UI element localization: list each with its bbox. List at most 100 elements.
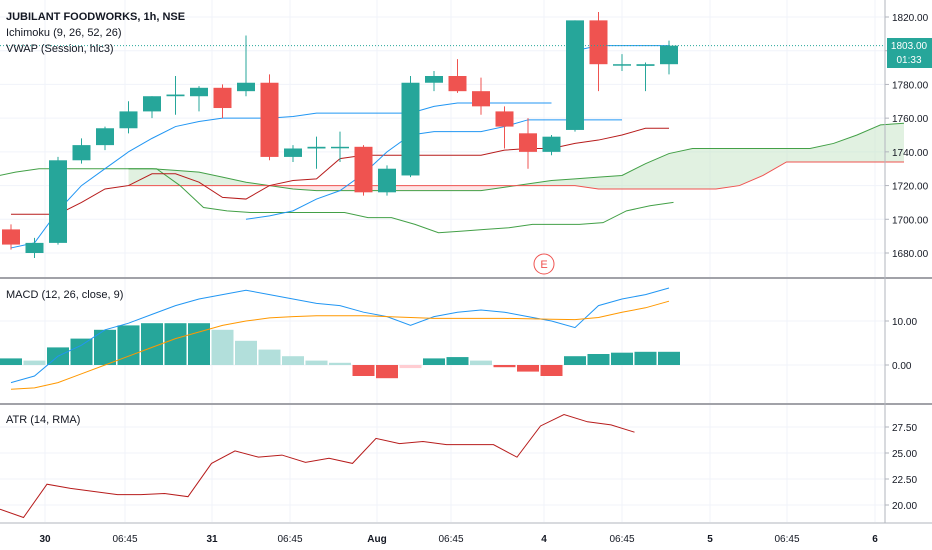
macd-line[interactable]: [10, 287, 670, 384]
tenkan-sen-line[interactable]: [245, 119, 622, 220]
last-price-value: 1803.00: [891, 41, 928, 52]
macd-histogram-bar[interactable]: [446, 357, 469, 365]
ichimoku-cloud-segment: [222, 177, 246, 186]
signal-line[interactable]: [10, 300, 670, 390]
macd-histogram-bar[interactable]: [658, 351, 680, 365]
candle[interactable]: [331, 146, 349, 149]
ichimoku-cloud-segment: [810, 143, 834, 162]
atr-legend[interactable]: ATR (14, RMA): [6, 414, 80, 426]
macd-histogram-bar[interactable]: [258, 349, 281, 365]
macd-histogram-bar[interactable]: [587, 354, 610, 365]
candle[interactable]: [566, 20, 584, 130]
macd-histogram-bar[interactable]: [540, 365, 563, 376]
macd-legend[interactable]: MACD (12, 26, close, 9): [6, 289, 123, 301]
candle[interactable]: [354, 146, 373, 193]
time-axis-label: 06:45: [277, 534, 302, 545]
symbol-title: JUBILANT FOODWORKS, 1h, NSE: [6, 11, 185, 23]
ichimoku-cloud-segment: [152, 168, 176, 186]
time-axis-label: 06:45: [609, 534, 634, 545]
candle[interactable]: [237, 82, 255, 92]
candle[interactable]: [660, 45, 678, 65]
macd-histogram-bar[interactable]: [211, 329, 234, 365]
ichimoku-cloud-segment: [739, 148, 763, 186]
candle[interactable]: [425, 76, 443, 83]
macd-histogram-bar[interactable]: [564, 356, 586, 365]
candle[interactable]: [589, 20, 608, 65]
macd-histogram-bar[interactable]: [117, 325, 140, 365]
price-axis-label: 1760.00: [892, 114, 929, 125]
time-axis-label: 30: [39, 534, 51, 545]
macd-histogram-bar[interactable]: [235, 340, 257, 365]
macd-histogram-bar[interactable]: [70, 338, 93, 365]
macd-histogram-bar[interactable]: [282, 356, 304, 365]
atr-axis-label: 25.00: [892, 449, 917, 460]
ichimoku-cloud-segment: [410, 185, 434, 191]
candle[interactable]: [448, 76, 467, 92]
macd-histogram-bar[interactable]: [352, 365, 375, 376]
macd-histogram-bar[interactable]: [94, 329, 116, 365]
ichimoku-cloud-segment: [598, 175, 622, 189]
macd-histogram-bar[interactable]: [611, 352, 633, 365]
candle[interactable]: [166, 94, 185, 97]
candle[interactable]: [2, 229, 20, 245]
candle[interactable]: [72, 145, 91, 161]
candle[interactable]: [143, 96, 161, 112]
macd-histogram-bar[interactable]: [399, 365, 422, 369]
candle[interactable]: [472, 91, 490, 107]
candle[interactable]: [307, 146, 326, 149]
candle[interactable]: [519, 133, 537, 152]
macd-pane[interactable]: [0, 279, 885, 403]
ichimoku-cloud-segment: [128, 168, 152, 186]
price-pane[interactable]: [0, 0, 905, 277]
ichimoku-cloud-segment: [457, 185, 481, 191]
candle[interactable]: [495, 111, 514, 127]
macd-histogram-bar[interactable]: [164, 323, 187, 365]
ichimoku-cloud-segment: [669, 148, 693, 189]
candle[interactable]: [378, 168, 396, 193]
ichimoku-legend[interactable]: Ichimoku (9, 26, 52, 26): [6, 27, 122, 39]
vwap-line[interactable]: [10, 102, 552, 249]
candle[interactable]: [190, 87, 208, 97]
macd-histogram-bar[interactable]: [305, 360, 328, 365]
earnings-marker[interactable]: E: [533, 253, 555, 275]
candle[interactable]: [636, 64, 655, 66]
candle[interactable]: [49, 160, 67, 243]
candle[interactable]: [25, 242, 44, 253]
candle[interactable]: [119, 111, 138, 129]
candle[interactable]: [213, 87, 232, 109]
macd-histogram-bar[interactable]: [517, 365, 539, 372]
senkou-span-b-line[interactable]: [128, 161, 905, 190]
macd-histogram-bar[interactable]: [329, 362, 351, 365]
macd-histogram-bar[interactable]: [423, 358, 445, 365]
candle[interactable]: [96, 128, 114, 146]
price-axis-label: 1700.00: [892, 215, 929, 226]
candle[interactable]: [613, 64, 631, 66]
candle[interactable]: [260, 82, 279, 157]
macd-histogram-bar[interactable]: [141, 323, 163, 365]
candle[interactable]: [284, 148, 302, 157]
atr-pane[interactable]: [0, 405, 885, 522]
time-axis-label: 06:45: [112, 534, 137, 545]
atr-line[interactable]: [0, 413, 635, 519]
macd-histogram-bar[interactable]: [493, 365, 516, 368]
bar-countdown: 01:33: [896, 55, 921, 66]
svg-text:E: E: [540, 259, 547, 271]
macd-histogram-bar[interactable]: [634, 351, 657, 365]
macd-axis-label: 10.00: [892, 317, 917, 328]
macd-histogram-bar[interactable]: [470, 360, 492, 365]
ichimoku-cloud-segment: [622, 163, 646, 189]
ichimoku-cloud-segment: [692, 148, 716, 189]
price-axis-label: 1780.00: [892, 80, 929, 91]
time-axis-label: 06:45: [774, 534, 799, 545]
candle[interactable]: [542, 136, 561, 152]
ichimoku-cloud-segment: [716, 148, 740, 189]
macd-histogram-bar[interactable]: [0, 358, 22, 365]
candle[interactable]: [401, 82, 420, 176]
macd-histogram-bar[interactable]: [23, 360, 46, 365]
time-axis-label: 4: [541, 534, 547, 545]
last-price-badge: 1803.00 01:33: [887, 38, 932, 68]
vwap-legend[interactable]: VWAP (Session, hlc3): [6, 43, 114, 55]
macd-histogram-bar[interactable]: [376, 365, 398, 379]
lagging-span-line[interactable]: [0, 168, 674, 234]
